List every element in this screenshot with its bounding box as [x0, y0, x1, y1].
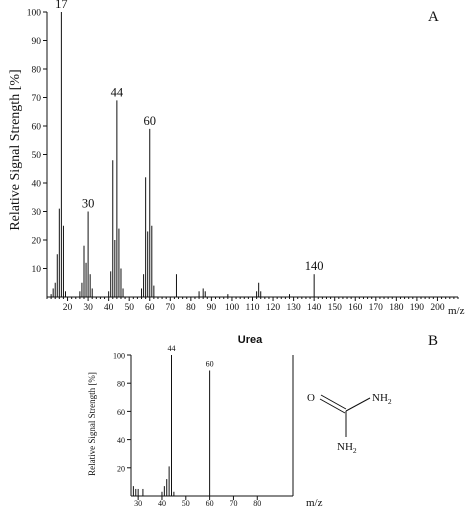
chart-b-axes	[130, 355, 294, 497]
structure-amine-right-sub: 2	[388, 397, 392, 406]
urea-structure: O NH2 NH2	[307, 392, 392, 455]
chart-b-peak-label: 44	[168, 344, 176, 353]
chart-b-y-tick-label: 20	[117, 464, 125, 473]
chart-b: Urea B Relative Signal Strength [%] 20 40…	[87, 333, 438, 509]
chart-b-peak-label: 60	[206, 360, 214, 369]
chart-b-panel-label: B	[428, 333, 438, 349]
chart-a-x-tick-label: 130	[286, 303, 301, 313]
chart-a-x-tick-label: 190	[410, 303, 425, 313]
chart-a-peak-label: 17	[55, 0, 68, 11]
chart-a-peak-labels: 17 30 44 60 140	[55, 0, 323, 273]
structure-amine-right: NH2	[372, 392, 392, 406]
structure-bond-cn-right	[345, 397, 371, 412]
chart-a-y-ticks: 10 20 30 40 50 60 70 80 90 100	[27, 9, 47, 275]
chart-a-x-tick-label: 160	[348, 303, 363, 313]
chart-a-x-tick-label: 200	[430, 303, 445, 313]
chart-b-x-tick-label: 30	[134, 499, 142, 508]
chart-b-x-tick-label: 40	[158, 499, 166, 508]
chart-a-y-tick-label: 50	[32, 151, 42, 161]
chart-a-x-tick-label: 150	[328, 303, 343, 313]
structure-amine-right-h: H	[380, 392, 388, 404]
chart-b-sticks	[132, 355, 211, 496]
chart-a-x-tick-label: 120	[266, 303, 281, 313]
chart-a-x-tick-label: 90	[207, 303, 217, 313]
chart-a-y-tick-label: 30	[32, 208, 42, 218]
structure-amine-bottom-sub: 2	[353, 446, 357, 455]
chart-a: Relative Signal Strength [%] A 10 20 30 40 5…	[8, 0, 465, 317]
chart-a-ylabel: Relative Signal Strength [%]	[8, 69, 23, 230]
chart-a-x-tick-label: 50	[124, 303, 134, 313]
chart-a-xlabel: m/z	[448, 305, 465, 317]
chart-a-y-tick-label: 40	[32, 180, 42, 190]
chart-a-x-tick-label: 60	[145, 303, 155, 313]
chart-b-y-tick-label: 60	[117, 408, 125, 417]
chart-b-y-tick-label: 80	[117, 380, 125, 389]
chart-a-peak-label: 140	[305, 259, 324, 273]
chart-a-x-tick-label: 70	[166, 303, 176, 313]
chart-a-x-tick-label: 140	[307, 303, 322, 313]
chart-a-x-tick-label: 170	[369, 303, 384, 313]
chart-a-x-tick-label: 100	[225, 303, 240, 313]
structure-amine-right-n: N	[372, 392, 380, 404]
chart-a-y-tick-label: 10	[32, 265, 42, 275]
structure-atom-o: O	[307, 392, 315, 404]
chart-a-y-tick-label: 20	[32, 237, 42, 247]
chart-b-ylabel: Relative Signal Strength [%]	[87, 372, 97, 476]
chart-b-xlabel: m/z	[306, 497, 323, 509]
chart-a-peak-label: 30	[82, 197, 95, 211]
chart-a-axes	[46, 12, 458, 298]
chart-a-y-tick-label: 80	[32, 66, 42, 76]
chart-a-y-tick-label: 90	[32, 37, 42, 47]
chart-a-y-tick-label: 70	[32, 94, 42, 104]
chart-a-peak-label: 44	[111, 85, 124, 99]
chart-b-y-tick-label: 40	[117, 436, 125, 445]
chart-a-x-tick-label: 80	[186, 303, 196, 313]
chart-b-peak-labels: 44 60	[168, 344, 214, 369]
chart-b-x-tick-label: 50	[182, 499, 190, 508]
chart-b-y-ticks: 20 40 60 80 100	[113, 352, 131, 473]
chart-a-y-tick-label: 100	[27, 9, 42, 19]
chart-b-x-tick-label: 60	[206, 499, 214, 508]
structure-bond-co-1	[320, 394, 347, 410]
structure-amine-bottom-h: H	[345, 441, 353, 453]
chart-a-x-tick-label: 30	[83, 303, 93, 313]
chart-a-x-ticks: 20 30 40 50 60 70 80 90 100 110 120 130 140 150 160 170…	[46, 297, 459, 313]
chart-b-title: Urea	[238, 334, 263, 346]
structure-amine-bottom: NH2	[337, 441, 357, 455]
chart-a-sticks	[50, 12, 315, 297]
chart-a-x-tick-label: 20	[63, 303, 73, 313]
chart-a-x-tick-label: 180	[389, 303, 404, 313]
chart-b-x-ticks: 30 40 50 60 70 80	[134, 496, 261, 508]
chart-b-x-tick-label: 70	[229, 499, 237, 508]
chart-a-panel-label: A	[428, 9, 439, 25]
chart-a-peak-label: 60	[144, 114, 157, 128]
chart-a-x-tick-label: 110	[246, 303, 260, 313]
structure-bond-co-2	[319, 398, 346, 414]
chart-b-y-tick-label: 100	[113, 352, 125, 361]
chart-b-x-tick-label: 80	[253, 499, 261, 508]
chart-a-x-tick-label: 40	[104, 303, 114, 313]
chart-a-y-tick-label: 60	[32, 123, 42, 133]
structure-amine-bottom-n: N	[337, 441, 345, 453]
